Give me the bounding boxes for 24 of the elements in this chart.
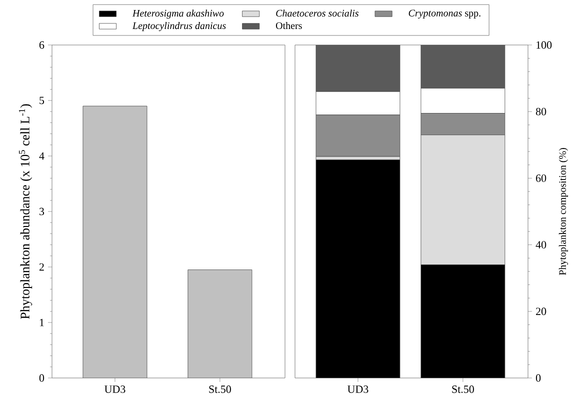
y-tick-label: 3 — [40, 208, 44, 216]
y-tick-label: 0 — [536, 374, 541, 382]
x-tick-label: UD3 — [348, 386, 368, 393]
x-tick-label: St.50 — [209, 386, 231, 393]
y-tick-label: 0 — [39, 374, 44, 382]
y-tick-label: 5 — [40, 96, 44, 104]
y-tick-label: 80 — [536, 108, 546, 116]
y-tick-label: 4 — [39, 152, 44, 160]
y-axis-title: Phytoplankton abundance (x 10$^{5}$ cell L$^{-1}$) — [18, 104, 32, 319]
legend-label: Heterosigma akashiwo — [132, 10, 224, 19]
legend-label: Chaetoceros socialis — [276, 10, 358, 17]
y-tick-label: 1 — [40, 318, 44, 326]
legend-label: Others — [276, 22, 302, 30]
y-tick-label: 2 — [39, 263, 44, 271]
y-tick-label: 6 — [39, 41, 44, 49]
x-tick-label: UD3 — [104, 386, 126, 393]
y-axis-title: Phytoplankton composition (%) — [558, 148, 568, 276]
y-tick-label: 20 — [536, 308, 546, 316]
y-tick-label: 100 — [536, 41, 552, 49]
legend-label: Cryptomonas spp. — [408, 10, 480, 19]
y-tick-label: 60 — [536, 174, 546, 182]
y-tick-label: 40 — [536, 241, 546, 248]
x-tick-label: St.50 — [452, 386, 474, 393]
legend-label: Leptocylindrus danicus — [132, 22, 226, 32]
